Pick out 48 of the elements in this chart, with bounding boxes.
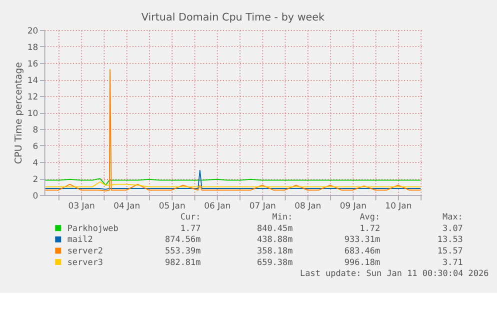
text: 15.57 [437, 246, 463, 256]
text: 982.81m [165, 256, 201, 267]
text: 683.46m [344, 246, 380, 256]
y-tick-label: 20 [27, 25, 38, 36]
text: 358.18m [257, 246, 293, 256]
y-tick-label: 10 [27, 108, 38, 118]
text: 933.31m [344, 234, 380, 244]
y-tick-label: 0 [32, 190, 38, 200]
x-tick-label: 03 Jan [68, 200, 95, 211]
legend-label: server3 [67, 256, 104, 267]
text: Last update: Sun Jan 11 00:30:04 2026 [300, 268, 489, 278]
legend-label: server2 [67, 246, 104, 256]
text: Min: [272, 212, 293, 222]
text: 1.77 [180, 222, 201, 233]
text: 553.39m [165, 246, 201, 256]
y-tick-label: 4 [32, 157, 38, 168]
text: 3.07 [442, 222, 463, 233]
text: 438.88m [257, 234, 293, 244]
text: 874.56m [165, 234, 201, 244]
x-tick-label: 10 Jan [385, 200, 412, 211]
chart-title: Virtual Domain Cpu Time - by week [141, 12, 325, 24]
text: 659.38m [257, 256, 293, 267]
line-series [44, 69, 422, 192]
y-tick-label: 16 [27, 58, 38, 68]
x-tick-label: 05 Jan [158, 200, 186, 211]
text: 840.45m [257, 222, 293, 233]
legend-label: mail2 [67, 234, 93, 244]
x-tick-label: 06 Jan [204, 200, 231, 211]
x-tick-label: 04 Jan [114, 200, 140, 211]
y-axis-title: CPU Time percentage [14, 62, 25, 164]
y-tick-label: 12 [27, 91, 38, 102]
text: 996.18m [344, 256, 380, 267]
text: Cur: [180, 212, 201, 222]
y-tick-label: 6 [32, 140, 38, 151]
line-series [44, 178, 422, 186]
x-tick-label: 08 Jan [294, 200, 322, 211]
y-tick-label: 2 [32, 174, 38, 184]
x-tick-label: 09 Jan [340, 200, 366, 211]
y-tick-label: 18 [27, 42, 38, 52]
text: 3.71 [442, 256, 463, 267]
text: 13.53 [437, 234, 463, 244]
text: Max: [442, 212, 463, 222]
y-tick-label: 14 [27, 74, 38, 85]
x-tick-label: 07 Jan [249, 200, 276, 211]
y-tick-label: 8 [32, 124, 38, 134]
text: 1.72 [360, 222, 380, 233]
legend-label: Parkhojweb [67, 222, 118, 233]
text: Avg: [360, 212, 380, 222]
